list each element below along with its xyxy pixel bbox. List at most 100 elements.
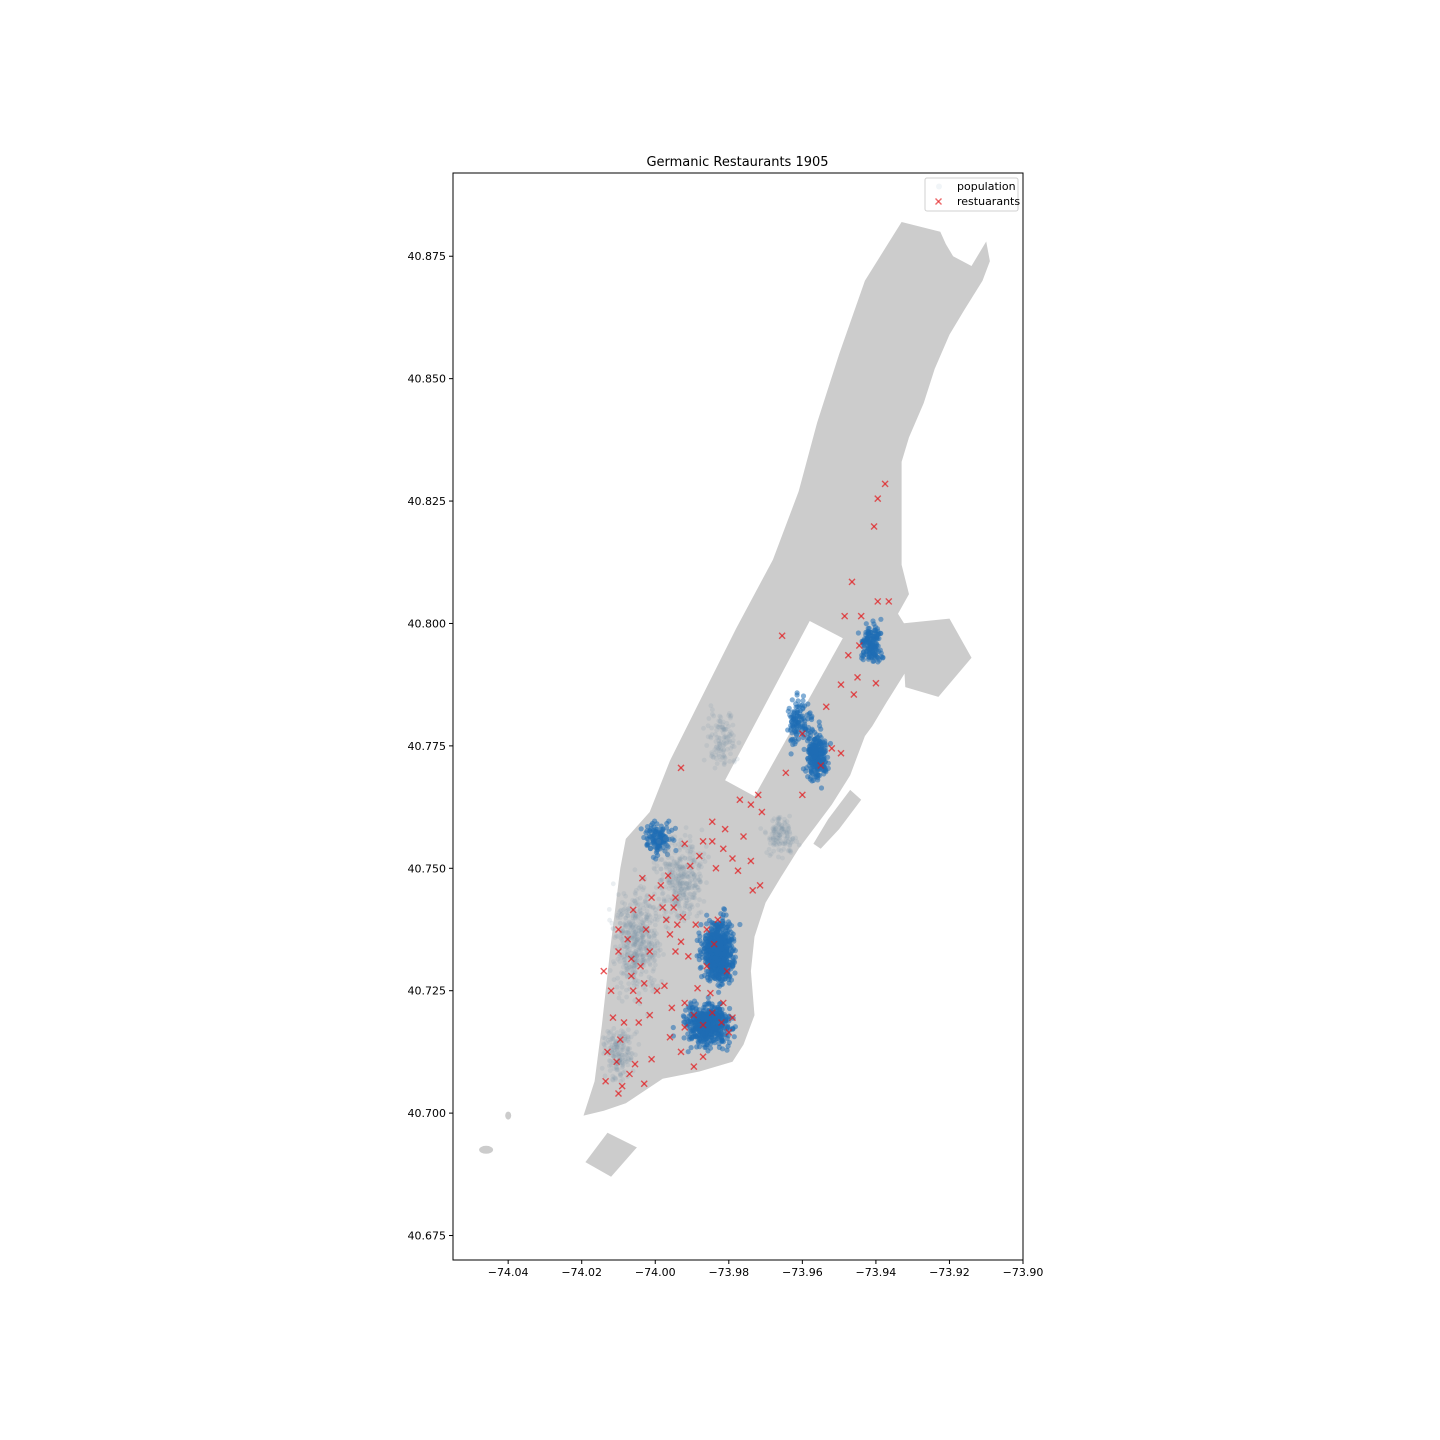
population-point <box>694 884 700 890</box>
population-point <box>682 887 688 892</box>
population-point <box>660 828 666 834</box>
population-point <box>788 850 794 855</box>
population-point <box>787 813 792 819</box>
population-point <box>652 950 658 956</box>
population-point <box>775 828 781 834</box>
population-point <box>618 921 623 926</box>
population-point <box>611 1051 617 1056</box>
population-point <box>621 943 627 949</box>
population-point <box>613 944 618 950</box>
population-point <box>649 954 655 960</box>
population-point <box>640 946 646 951</box>
population-point <box>610 1073 616 1079</box>
population-point <box>615 892 621 897</box>
population-point <box>825 765 831 772</box>
population-point <box>687 906 692 912</box>
population-point <box>623 1034 628 1039</box>
population-point <box>634 897 640 902</box>
population-point <box>658 847 664 853</box>
population-point <box>601 1041 606 1047</box>
restaurant-point <box>653 987 661 995</box>
population-point <box>722 755 728 761</box>
population-point <box>663 884 668 890</box>
population-point <box>658 902 664 907</box>
population-point <box>871 658 877 664</box>
population-point <box>731 958 737 965</box>
restaurant-point <box>660 982 668 990</box>
population-point <box>692 890 698 896</box>
population-point <box>642 899 648 905</box>
population-point <box>668 883 673 889</box>
restaurant-point <box>708 1009 716 1017</box>
population-point <box>651 860 657 865</box>
restaurant-point <box>690 1063 698 1071</box>
population-point <box>721 727 727 733</box>
population-point <box>689 1031 695 1037</box>
population-point <box>776 815 781 820</box>
population-point <box>632 978 638 984</box>
population-point <box>643 969 649 974</box>
population-point <box>716 724 721 730</box>
population-point <box>709 753 714 759</box>
population-point <box>668 909 674 915</box>
population-point <box>618 1047 624 1053</box>
population-point <box>678 864 683 870</box>
population-point <box>656 953 661 959</box>
population-point <box>696 877 702 883</box>
population-point <box>667 878 673 883</box>
population-point <box>611 977 617 983</box>
population-point <box>632 933 638 939</box>
population-point <box>606 1030 612 1036</box>
population-point <box>623 963 629 969</box>
population-point <box>794 839 800 845</box>
population-point <box>662 861 668 867</box>
population-point <box>680 892 686 898</box>
population-point <box>632 921 637 927</box>
population-point <box>673 890 678 895</box>
population-point <box>621 930 627 936</box>
population-point <box>629 937 635 942</box>
population-point <box>622 1036 628 1042</box>
population-point <box>694 937 700 944</box>
population-point <box>632 915 638 921</box>
restaurant-point <box>703 925 711 933</box>
population-point <box>644 903 649 909</box>
population-point <box>610 1077 615 1082</box>
population-point <box>633 964 639 970</box>
population-point <box>779 825 785 831</box>
population-point <box>648 983 654 989</box>
population-point <box>686 882 692 888</box>
population-point <box>675 879 680 885</box>
population-point <box>721 735 727 740</box>
population-point <box>651 958 657 964</box>
population-point <box>619 1060 625 1065</box>
population-point <box>659 857 665 862</box>
population-point <box>625 1052 630 1058</box>
population-point <box>716 989 722 995</box>
population-point <box>724 1047 730 1053</box>
population-point <box>682 881 687 886</box>
population-point <box>620 1061 626 1067</box>
population-point <box>672 871 678 877</box>
population-point <box>698 874 703 879</box>
population-point <box>633 962 639 967</box>
restaurant-point <box>671 948 679 956</box>
population-point <box>776 841 782 846</box>
population-point <box>675 860 681 866</box>
population-point <box>629 967 634 972</box>
restaurant-point <box>747 801 755 809</box>
population-point <box>722 726 727 732</box>
population-point <box>631 963 637 969</box>
population-point <box>626 1050 632 1056</box>
population-point <box>676 899 681 904</box>
population-point <box>776 854 781 860</box>
population-point <box>632 898 638 904</box>
population-point <box>677 864 682 870</box>
population-point <box>682 903 688 909</box>
population-point <box>627 1046 633 1051</box>
population-point <box>689 868 695 874</box>
population-point <box>637 945 643 951</box>
population-point <box>630 935 636 940</box>
population-point <box>773 832 778 837</box>
population-point <box>643 911 648 917</box>
